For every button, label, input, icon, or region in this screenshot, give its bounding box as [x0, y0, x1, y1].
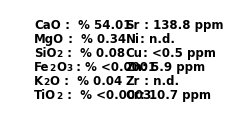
Text: O: O	[56, 61, 66, 74]
Text: : <0.5 ppm: : <0.5 ppm	[143, 47, 216, 60]
Text: 2: 2	[50, 64, 56, 73]
Text: :: :	[61, 19, 74, 32]
Text: : n.d.: : n.d.	[140, 33, 175, 46]
Text: : 10.7 ppm: : 10.7 ppm	[140, 89, 211, 102]
Text: K: K	[34, 75, 43, 88]
Text: :  % <0.0003: : % <0.0003	[63, 89, 151, 102]
Text: Zr: Zr	[126, 75, 140, 88]
Text: % 54.01: % 54.01	[74, 19, 131, 32]
Text: : % <0.0001: : % <0.0001	[72, 61, 156, 74]
Text: Cr: Cr	[126, 89, 140, 102]
Text: 2: 2	[57, 50, 63, 59]
Text: :: :	[63, 47, 76, 60]
Text: : n.d.: : n.d.	[140, 75, 179, 88]
Text: : 138.8 ppm: : 138.8 ppm	[140, 19, 223, 32]
Text: :  % 0.04: : % 0.04	[60, 75, 122, 88]
Text: Ni: Ni	[126, 33, 140, 46]
Text: 3: 3	[66, 64, 72, 73]
Text: O: O	[50, 75, 60, 88]
Text: TiO: TiO	[34, 89, 56, 102]
Text: SiO: SiO	[34, 47, 57, 60]
Text: % 0.08: % 0.08	[76, 47, 125, 60]
Text: Zn: Zn	[126, 61, 143, 74]
Text: 2: 2	[56, 92, 63, 101]
Text: Fe: Fe	[34, 61, 50, 74]
Text: CaO: CaO	[34, 19, 61, 32]
Text: 2: 2	[43, 78, 50, 87]
Text: :: :	[64, 33, 77, 46]
Text: % 0.34: % 0.34	[77, 33, 127, 46]
Text: Cu: Cu	[126, 47, 143, 60]
Text: MgO: MgO	[34, 33, 64, 46]
Text: : 5.9 ppm: : 5.9 ppm	[143, 61, 206, 74]
Text: Sr: Sr	[126, 19, 140, 32]
